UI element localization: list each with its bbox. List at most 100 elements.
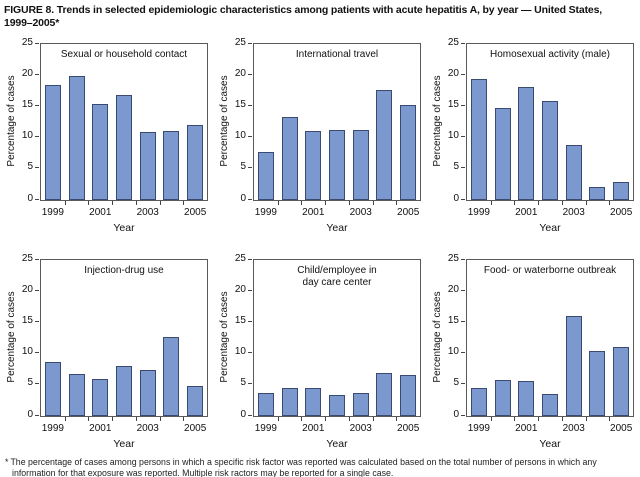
y-tick-mark bbox=[461, 258, 465, 260]
bar-2002 bbox=[116, 94, 132, 200]
panel-title: Homosexual activity (male) bbox=[489, 48, 611, 60]
x-tick-mark bbox=[538, 416, 540, 421]
plot-area: International travel bbox=[253, 42, 421, 201]
bar-2002 bbox=[329, 395, 345, 416]
y-tick-label: 0 bbox=[240, 408, 246, 420]
bar-2003 bbox=[139, 370, 156, 416]
y-tick-label: 0 bbox=[27, 192, 33, 204]
y-tick-label: 5 bbox=[27, 377, 33, 389]
y-tick-mark bbox=[35, 42, 39, 44]
y-tick-label: 15 bbox=[447, 314, 459, 326]
y-tick-mark bbox=[35, 289, 39, 291]
chart-international-travel: Percentage of cases 0 5 10 15 20 25 Internation… bbox=[213, 33, 426, 235]
panel-title: Food- or waterborne outbreak bbox=[483, 264, 617, 276]
x-tick-mark bbox=[609, 416, 611, 421]
x-axis-title: Year bbox=[113, 437, 135, 450]
x-axis-title: Year bbox=[539, 437, 561, 450]
y-tick-mark bbox=[461, 136, 465, 138]
x-tick-mark bbox=[372, 200, 374, 205]
bar-2001 bbox=[305, 388, 322, 416]
bar-2005 bbox=[400, 105, 417, 200]
x-tick-mark bbox=[490, 416, 492, 421]
bar-2000 bbox=[68, 76, 85, 200]
y-tick-mark bbox=[461, 320, 465, 322]
bar-2000 bbox=[68, 374, 85, 416]
footnote-text: The percentage of cases among persons in… bbox=[10, 456, 597, 477]
x-tick-mark bbox=[88, 200, 90, 205]
x-tick-mark bbox=[609, 200, 611, 205]
y-tick-mark bbox=[35, 198, 39, 200]
y-tick-label: 15 bbox=[447, 98, 459, 110]
y-tick-mark bbox=[248, 414, 252, 416]
y-tick-label: 10 bbox=[447, 346, 459, 358]
bar-2005 bbox=[613, 181, 630, 200]
y-tick-mark bbox=[248, 73, 252, 75]
x-tick-mark bbox=[301, 416, 303, 421]
x-tick-mark bbox=[183, 416, 185, 421]
x-tick-label: 2005 bbox=[397, 422, 420, 434]
x-tick-label: 2003 bbox=[349, 206, 372, 218]
x-tick-mark bbox=[325, 416, 327, 421]
x-tick-mark bbox=[159, 200, 161, 205]
y-tick-label: 10 bbox=[447, 130, 459, 142]
y-tick-mark bbox=[461, 42, 465, 44]
chart-homosexual-activity-male: Percentage of cases 0 5 10 15 20 25 Homosexual … bbox=[426, 33, 639, 235]
y-tick-mark bbox=[461, 414, 465, 416]
x-tick-label: 2005 bbox=[610, 206, 633, 218]
y-tick-mark bbox=[35, 136, 39, 138]
y-tick-mark bbox=[248, 167, 252, 169]
y-tick-mark bbox=[35, 352, 39, 354]
x-tick-mark bbox=[585, 416, 587, 421]
y-tick-mark bbox=[248, 136, 252, 138]
bar-2000 bbox=[281, 117, 298, 200]
x-tick-mark bbox=[325, 200, 327, 205]
x-tick-mark bbox=[64, 416, 66, 421]
bar-1999 bbox=[470, 387, 487, 416]
bar-2003 bbox=[352, 392, 369, 416]
chart-food-or-waterborne-outbreak: Percentage of cases 0 5 10 15 20 25 Food- or wa… bbox=[426, 249, 639, 451]
bar-2004 bbox=[589, 351, 606, 416]
y-tick-label: 0 bbox=[240, 192, 246, 204]
y-tick-label: 20 bbox=[447, 67, 459, 79]
figure-title-line2: 1999–2005* bbox=[4, 16, 60, 29]
y-tick-label: 10 bbox=[21, 346, 33, 358]
x-tick-mark bbox=[112, 200, 114, 205]
x-axis-title: Year bbox=[539, 221, 561, 234]
y-tick-label: 15 bbox=[21, 314, 33, 326]
x-tick-mark bbox=[277, 200, 279, 205]
x-tick-mark bbox=[112, 416, 114, 421]
y-tick-mark bbox=[35, 104, 39, 106]
figure-title-line1: FIGURE 8. Trends in selected epidemiolog… bbox=[4, 4, 603, 16]
bar-2001 bbox=[518, 86, 535, 200]
x-tick-label: 2003 bbox=[136, 422, 159, 434]
y-tick-label: 10 bbox=[234, 130, 246, 142]
panel-title: Sexual or household contact bbox=[60, 48, 188, 60]
bar-2005 bbox=[187, 124, 204, 200]
x-tick-mark bbox=[277, 416, 279, 421]
y-tick-mark bbox=[35, 167, 39, 169]
x-tick-label: 1999 bbox=[41, 206, 64, 218]
x-tick-mark bbox=[348, 416, 350, 421]
x-tick-label: 2003 bbox=[349, 422, 372, 434]
y-tick-mark bbox=[461, 198, 465, 200]
x-tick-mark bbox=[490, 200, 492, 205]
chart-sexual-or-household-contact: Percentage of cases 0 5 10 15 20 25 Sexual or h… bbox=[0, 33, 213, 235]
x-tick-label: 2003 bbox=[562, 422, 585, 434]
footnote-marker: * bbox=[5, 456, 9, 467]
x-axis-title: Year bbox=[326, 437, 348, 450]
y-tick-mark bbox=[461, 104, 465, 106]
y-tick-label: 25 bbox=[447, 252, 459, 264]
bar-2004 bbox=[163, 131, 180, 200]
x-tick-mark bbox=[183, 200, 185, 205]
x-tick-mark bbox=[135, 200, 137, 205]
panel-title: Injection-drug use bbox=[84, 264, 164, 276]
bar-1999 bbox=[257, 393, 274, 416]
y-tick-label: 10 bbox=[21, 130, 33, 142]
y-tick-label: 0 bbox=[453, 192, 459, 204]
x-tick-label: 1999 bbox=[41, 422, 64, 434]
y-tick-mark bbox=[248, 383, 252, 385]
y-tick-mark bbox=[35, 320, 39, 322]
bar-2005 bbox=[400, 375, 417, 416]
plot-area: Injection-drug use bbox=[40, 258, 208, 417]
